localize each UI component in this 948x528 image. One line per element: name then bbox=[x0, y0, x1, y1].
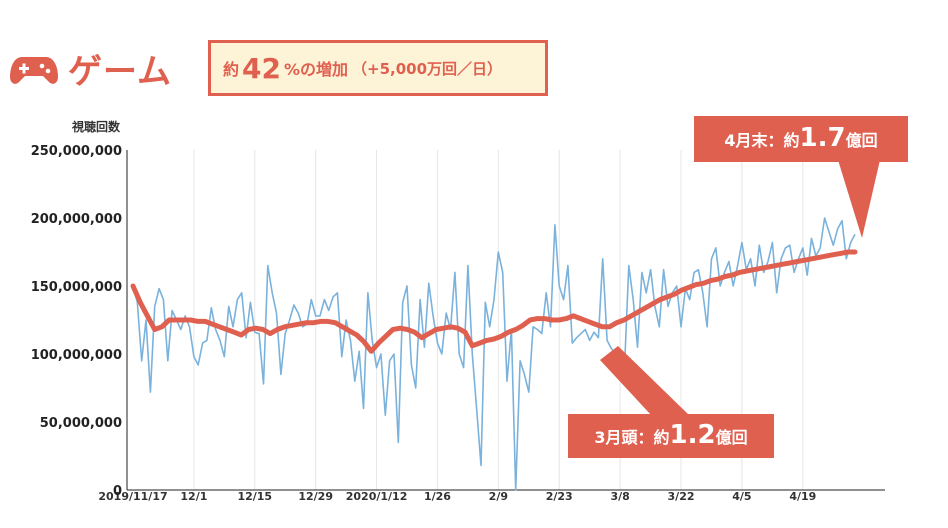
chart-header: ゲーム bbox=[8, 44, 172, 93]
x-tick-label: 2020/1/12 bbox=[346, 490, 408, 503]
y-tick-label: 0 bbox=[113, 484, 122, 499]
y-axis-label: 視聴回数 bbox=[72, 120, 121, 134]
badge-note: （+5,000万回／日） bbox=[352, 59, 503, 78]
x-tick-label: 3/8 bbox=[610, 490, 629, 503]
badge-suffix: %の増加 bbox=[283, 60, 349, 79]
y-tick-label: 100,000,000 bbox=[31, 348, 122, 363]
callout-box bbox=[694, 116, 908, 162]
end-of-april-callout: 4月末：約1.7億回 bbox=[694, 116, 908, 238]
x-tick-label: 2019/11/17 bbox=[98, 490, 167, 503]
x-tick-label: 3/22 bbox=[668, 490, 695, 503]
gamepad-icon bbox=[10, 56, 58, 84]
badge-value: 42 bbox=[242, 51, 281, 85]
chart-title: ゲーム bbox=[68, 52, 172, 92]
x-tick-label: 2/9 bbox=[489, 490, 508, 503]
y-tick-label: 50,000,000 bbox=[40, 416, 122, 431]
x-tick-label: 12/15 bbox=[237, 490, 272, 503]
series-line-daily bbox=[132, 217, 856, 491]
callout-pointer bbox=[838, 160, 880, 238]
x-tick-label: 1/26 bbox=[424, 490, 451, 503]
x-tick-label: 2/23 bbox=[546, 490, 573, 503]
series-line-trend bbox=[130, 249, 858, 354]
x-tick-label: 4/19 bbox=[789, 490, 816, 503]
early-march-callout: 3月頭：約1.2億回 bbox=[568, 346, 774, 458]
callout-pointer bbox=[600, 346, 690, 416]
growth-badge: 約 42 %の増加 （+5,000万回／日） bbox=[208, 40, 548, 96]
callout-text: 3月頭：約1.2億回 bbox=[594, 420, 747, 450]
x-tick-label: 4/5 bbox=[732, 490, 751, 503]
badge-prefix: 約 bbox=[223, 60, 240, 79]
y-tick-label: 250,000,000 bbox=[31, 144, 122, 159]
x-tick-label: 12/29 bbox=[298, 490, 333, 503]
y-tick-label: 150,000,000 bbox=[31, 280, 122, 295]
x-tick-label: 12/1 bbox=[180, 490, 207, 503]
callout-box bbox=[568, 414, 774, 458]
y-tick-label: 200,000,000 bbox=[31, 212, 122, 227]
callout-text: 4月末：約1.7億回 bbox=[724, 123, 877, 153]
